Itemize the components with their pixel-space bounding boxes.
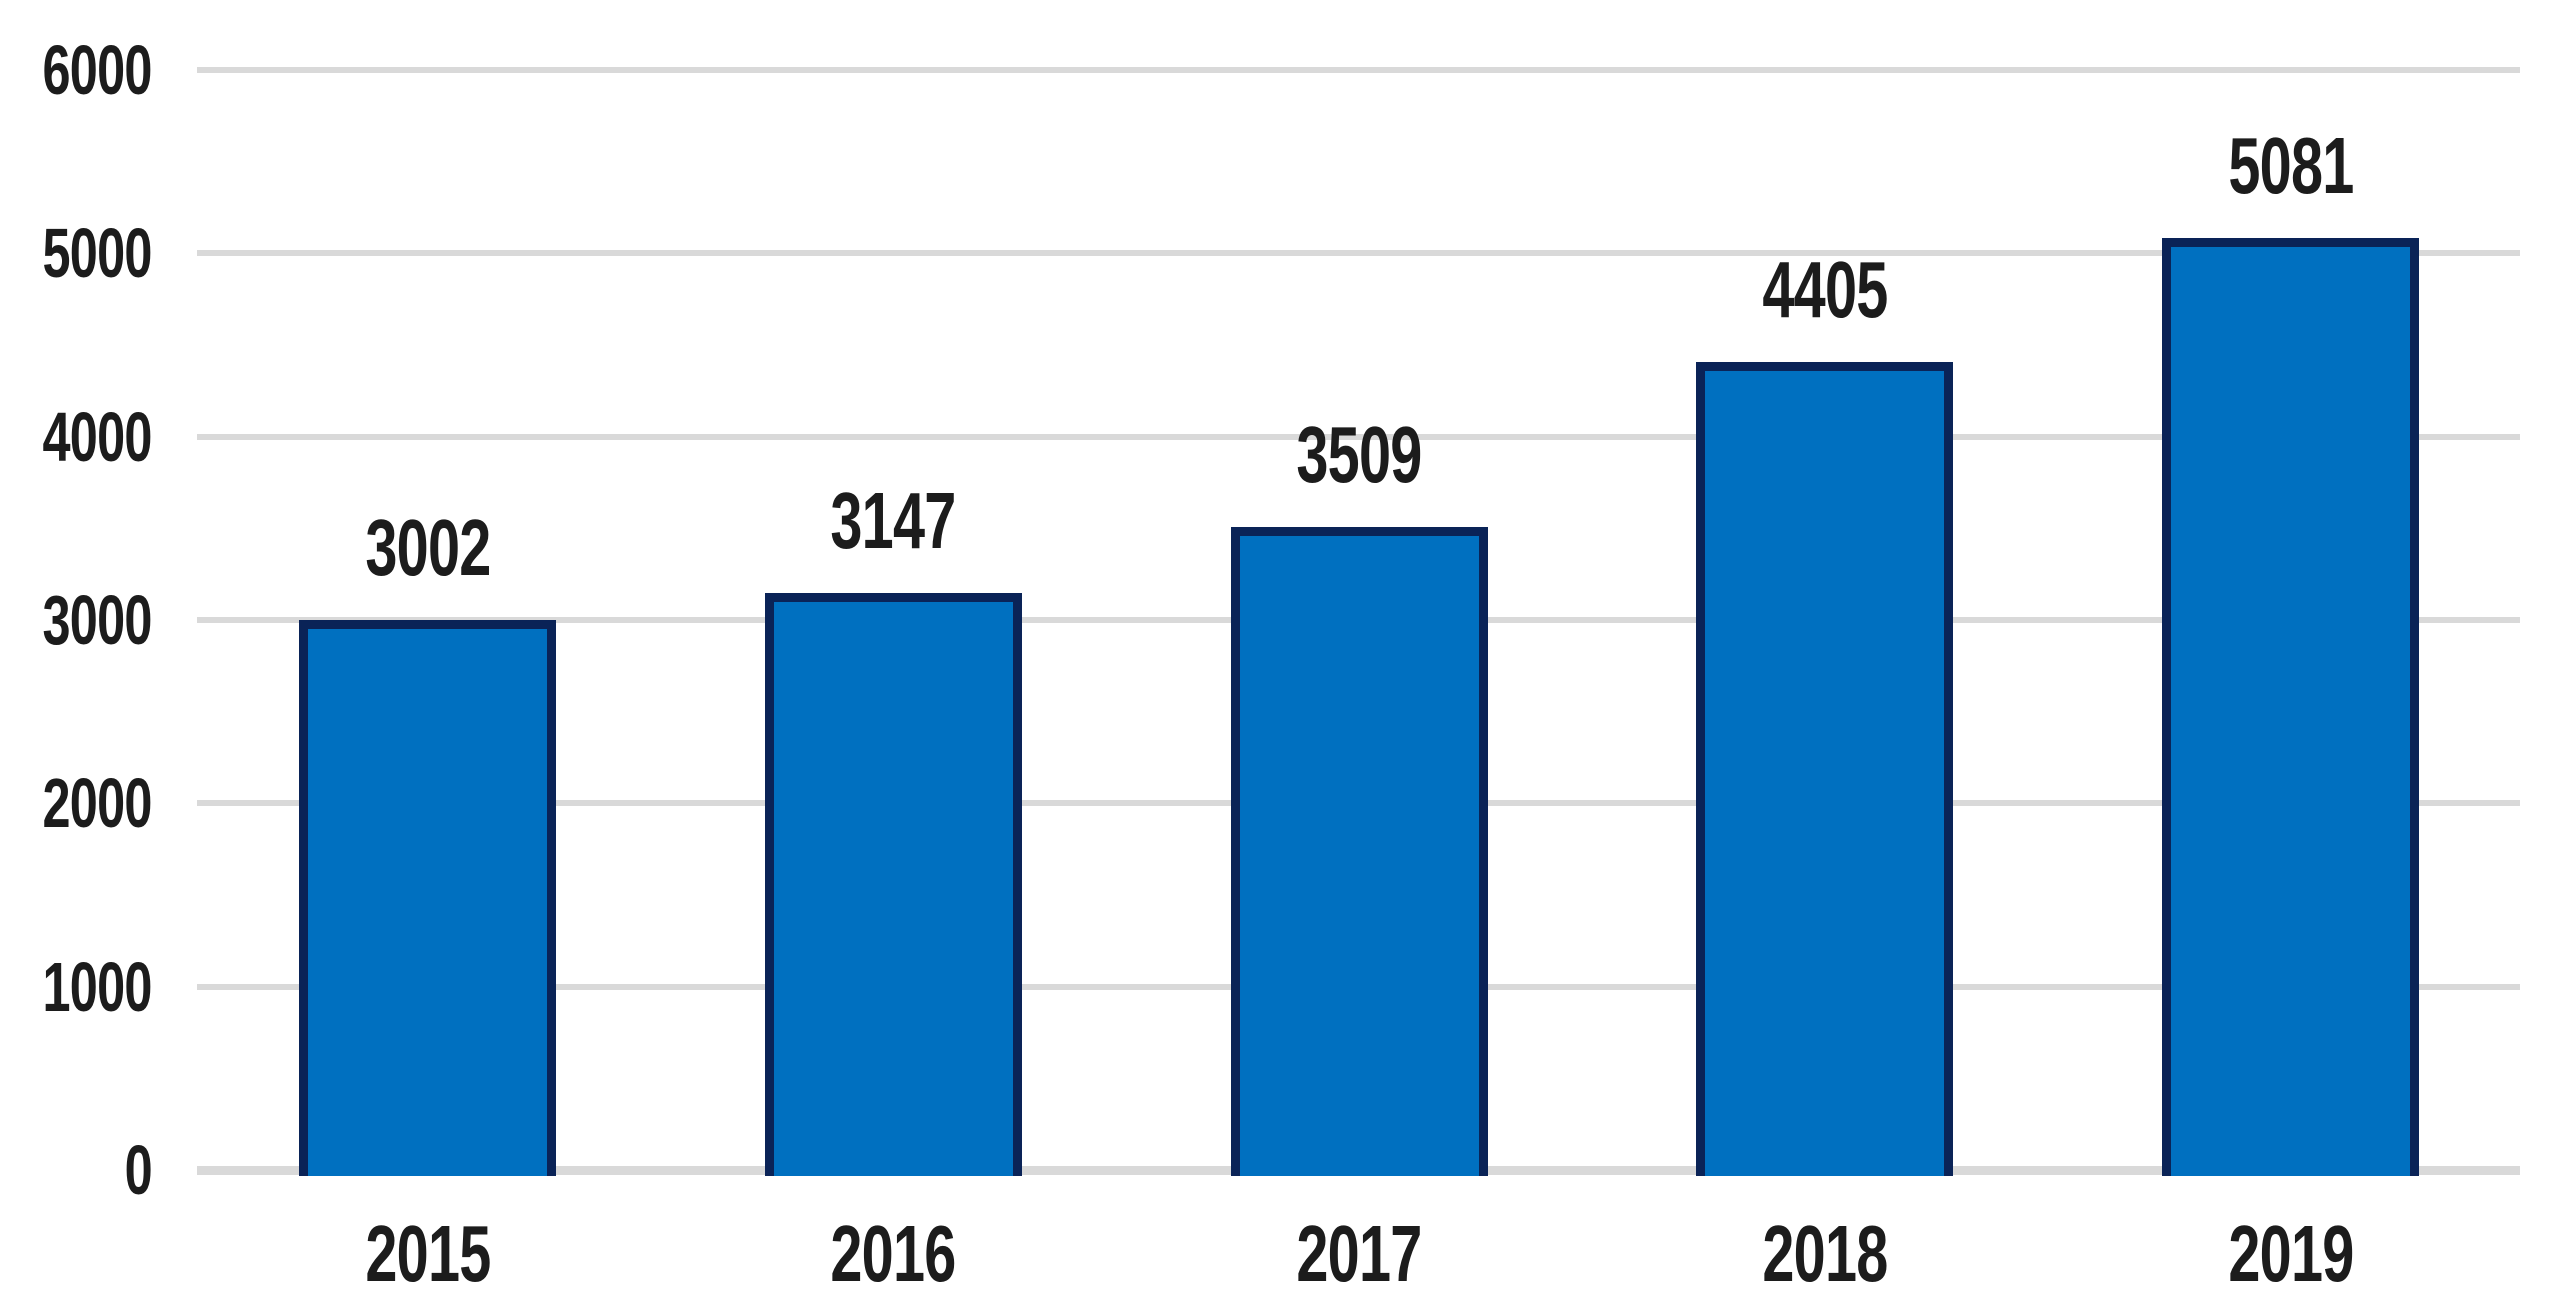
y-axis-tick-label: 5000 [0,214,153,293]
bar-value-label: 3002 [218,502,638,592]
bar-value-text: 3002 [364,502,491,592]
bar-value-label: 3509 [1149,409,1569,499]
y-axis-tick-text: 3000 [42,581,153,659]
y-axis-tick-label: 1000 [0,947,153,1026]
x-axis-category-text: 2018 [1762,1209,1888,1298]
bar-value-text: 3509 [1296,409,1422,499]
bar-value-label: 4405 [1615,250,2035,330]
bar-2018 [1696,362,1954,1176]
y-axis-tick-label: 0 [0,1131,153,1209]
bar-2017 [1230,526,1488,1176]
y-axis-tick-text: 2000 [42,764,153,843]
y-axis-tick-label: 3000 [0,581,153,659]
bar-value-text: 5081 [2227,121,2354,211]
y-axis-tick-text: 1000 [42,947,153,1026]
x-axis-category-label: 2015 [218,1206,638,1302]
gridline [197,67,2520,73]
y-axis-tick-label: 4000 [0,397,153,476]
y-axis-tick-label: 2000 [0,764,153,843]
bar-value-text: 4405 [1762,245,1888,335]
x-axis-category-text: 2019 [2227,1209,2354,1298]
x-axis-category-text: 2017 [1296,1209,1422,1298]
bar-2015 [299,619,556,1176]
x-axis-category-text: 2015 [364,1209,491,1298]
gridline [197,433,2520,440]
x-axis-category-label: 2018 [1615,1206,2035,1302]
y-axis-tick-text: 6000 [42,31,153,109]
x-axis-category-label: 2019 [2081,1206,2501,1302]
y-axis-tick-label: 6000 [0,31,153,109]
bar-value-label: 5081 [2081,126,2501,206]
x-axis-category-label: 2017 [1149,1206,1569,1302]
x-axis-category-label: 2016 [683,1206,1103,1302]
bar-value-text: 3147 [830,476,957,566]
bar-2016 [764,593,1022,1176]
bar-2019 [2162,238,2419,1176]
gridline [197,250,2520,257]
bar-value-label: 3147 [683,481,1103,561]
y-axis-tick-text: 5000 [42,214,153,293]
y-axis-tick-text: 4000 [42,397,153,476]
y-axis-tick-text: 0 [124,1131,153,1209]
x-axis-category-text: 2016 [830,1209,957,1298]
